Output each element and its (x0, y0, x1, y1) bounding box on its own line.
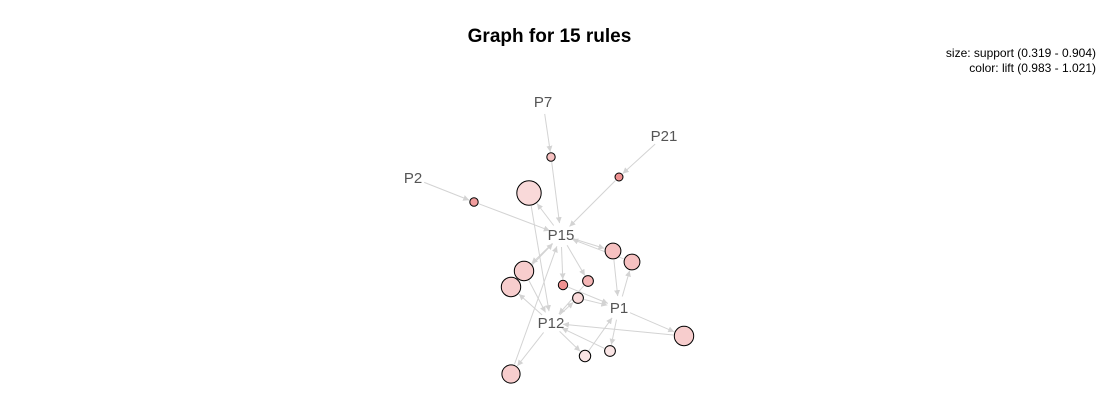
edge-P21-to-rule-2 (622, 143, 656, 174)
rule-node-3[interactable] (469, 197, 479, 207)
rule-node-10[interactable] (557, 279, 569, 291)
rule-node-8[interactable] (500, 276, 522, 298)
edge-P15-to-rule-9 (566, 245, 586, 276)
rule-node-7[interactable] (513, 260, 535, 282)
edge-P12-to-rule-11 (559, 301, 574, 316)
edge-rule-9-to-P12 (558, 285, 585, 315)
item-labels: P7 P21 P2 P15 P1 P12 (404, 94, 678, 332)
edge-rule-10-to-P1 (568, 286, 609, 304)
edge-P1-to-rule-14 (629, 312, 675, 333)
edge-rule-11-to-P1 (584, 299, 608, 307)
edge-P1-to-rule-6 (621, 270, 631, 297)
rule-node-14[interactable] (673, 325, 695, 347)
rule-node-13[interactable] (578, 349, 592, 363)
edge-rule-14-to-P12 (562, 321, 674, 336)
item-label-p21[interactable]: P21 (651, 128, 678, 145)
edge-rule-2-to-P15 (569, 180, 616, 227)
legend-color: color: lift (0.983 - 1.021) (969, 61, 1096, 75)
edge-P15-to-rule-5 (572, 238, 605, 250)
rule-nodes (469, 152, 695, 384)
item-label-p2[interactable]: P2 (404, 170, 422, 187)
edge-P15-to-rule-10 (559, 246, 566, 280)
rule-node-1[interactable] (546, 152, 556, 162)
item-label-p1[interactable]: P1 (610, 300, 628, 317)
item-label-p7[interactable]: P7 (534, 94, 552, 111)
edge-P15-to-rule-4 (536, 203, 555, 226)
legend: size: support (0.319 - 0.904) color: lif… (946, 46, 1096, 76)
item-label-p12[interactable]: P12 (538, 315, 565, 332)
edge-P12-to-rule-13 (559, 331, 581, 352)
rule-node-11[interactable] (572, 292, 584, 304)
rule-node-4[interactable] (516, 180, 542, 206)
item-label-p15[interactable]: P15 (548, 227, 575, 244)
edge-P12-to-rule-15 (516, 332, 544, 367)
rule-node-6[interactable] (623, 253, 641, 271)
edge-rule-15-to-P15 (513, 246, 558, 365)
edge-rule-12-to-P12 (561, 327, 605, 349)
edge-P7-to-rule-1 (544, 113, 553, 152)
rule-node-12[interactable] (604, 345, 616, 357)
edges (424, 113, 675, 367)
edge-P1-to-rule-12 (609, 319, 617, 345)
edge-rule-13-to-P1 (588, 317, 613, 351)
edge-rule-7-to-P12 (528, 280, 546, 313)
rule-node-9[interactable] (582, 275, 594, 287)
edge-P15-to-rule-7 (531, 243, 553, 264)
edge-rule-5-to-P1 (613, 259, 621, 297)
edge-rule-4-to-P12 (530, 205, 551, 312)
edge-rule-1-to-P15 (551, 162, 562, 224)
graph-title: Graph for 15 rules (467, 26, 632, 47)
edge-rule-3-to-P15 (478, 203, 550, 232)
rule-node-15[interactable] (501, 364, 521, 384)
legend-size: size: support (0.319 - 0.904) (945, 46, 1096, 60)
rule-node-2[interactable] (614, 172, 624, 182)
edge-P12-to-rule-8 (518, 293, 543, 316)
edge-P2-to-rule-3 (424, 181, 470, 201)
rule-node-5[interactable] (604, 242, 622, 260)
